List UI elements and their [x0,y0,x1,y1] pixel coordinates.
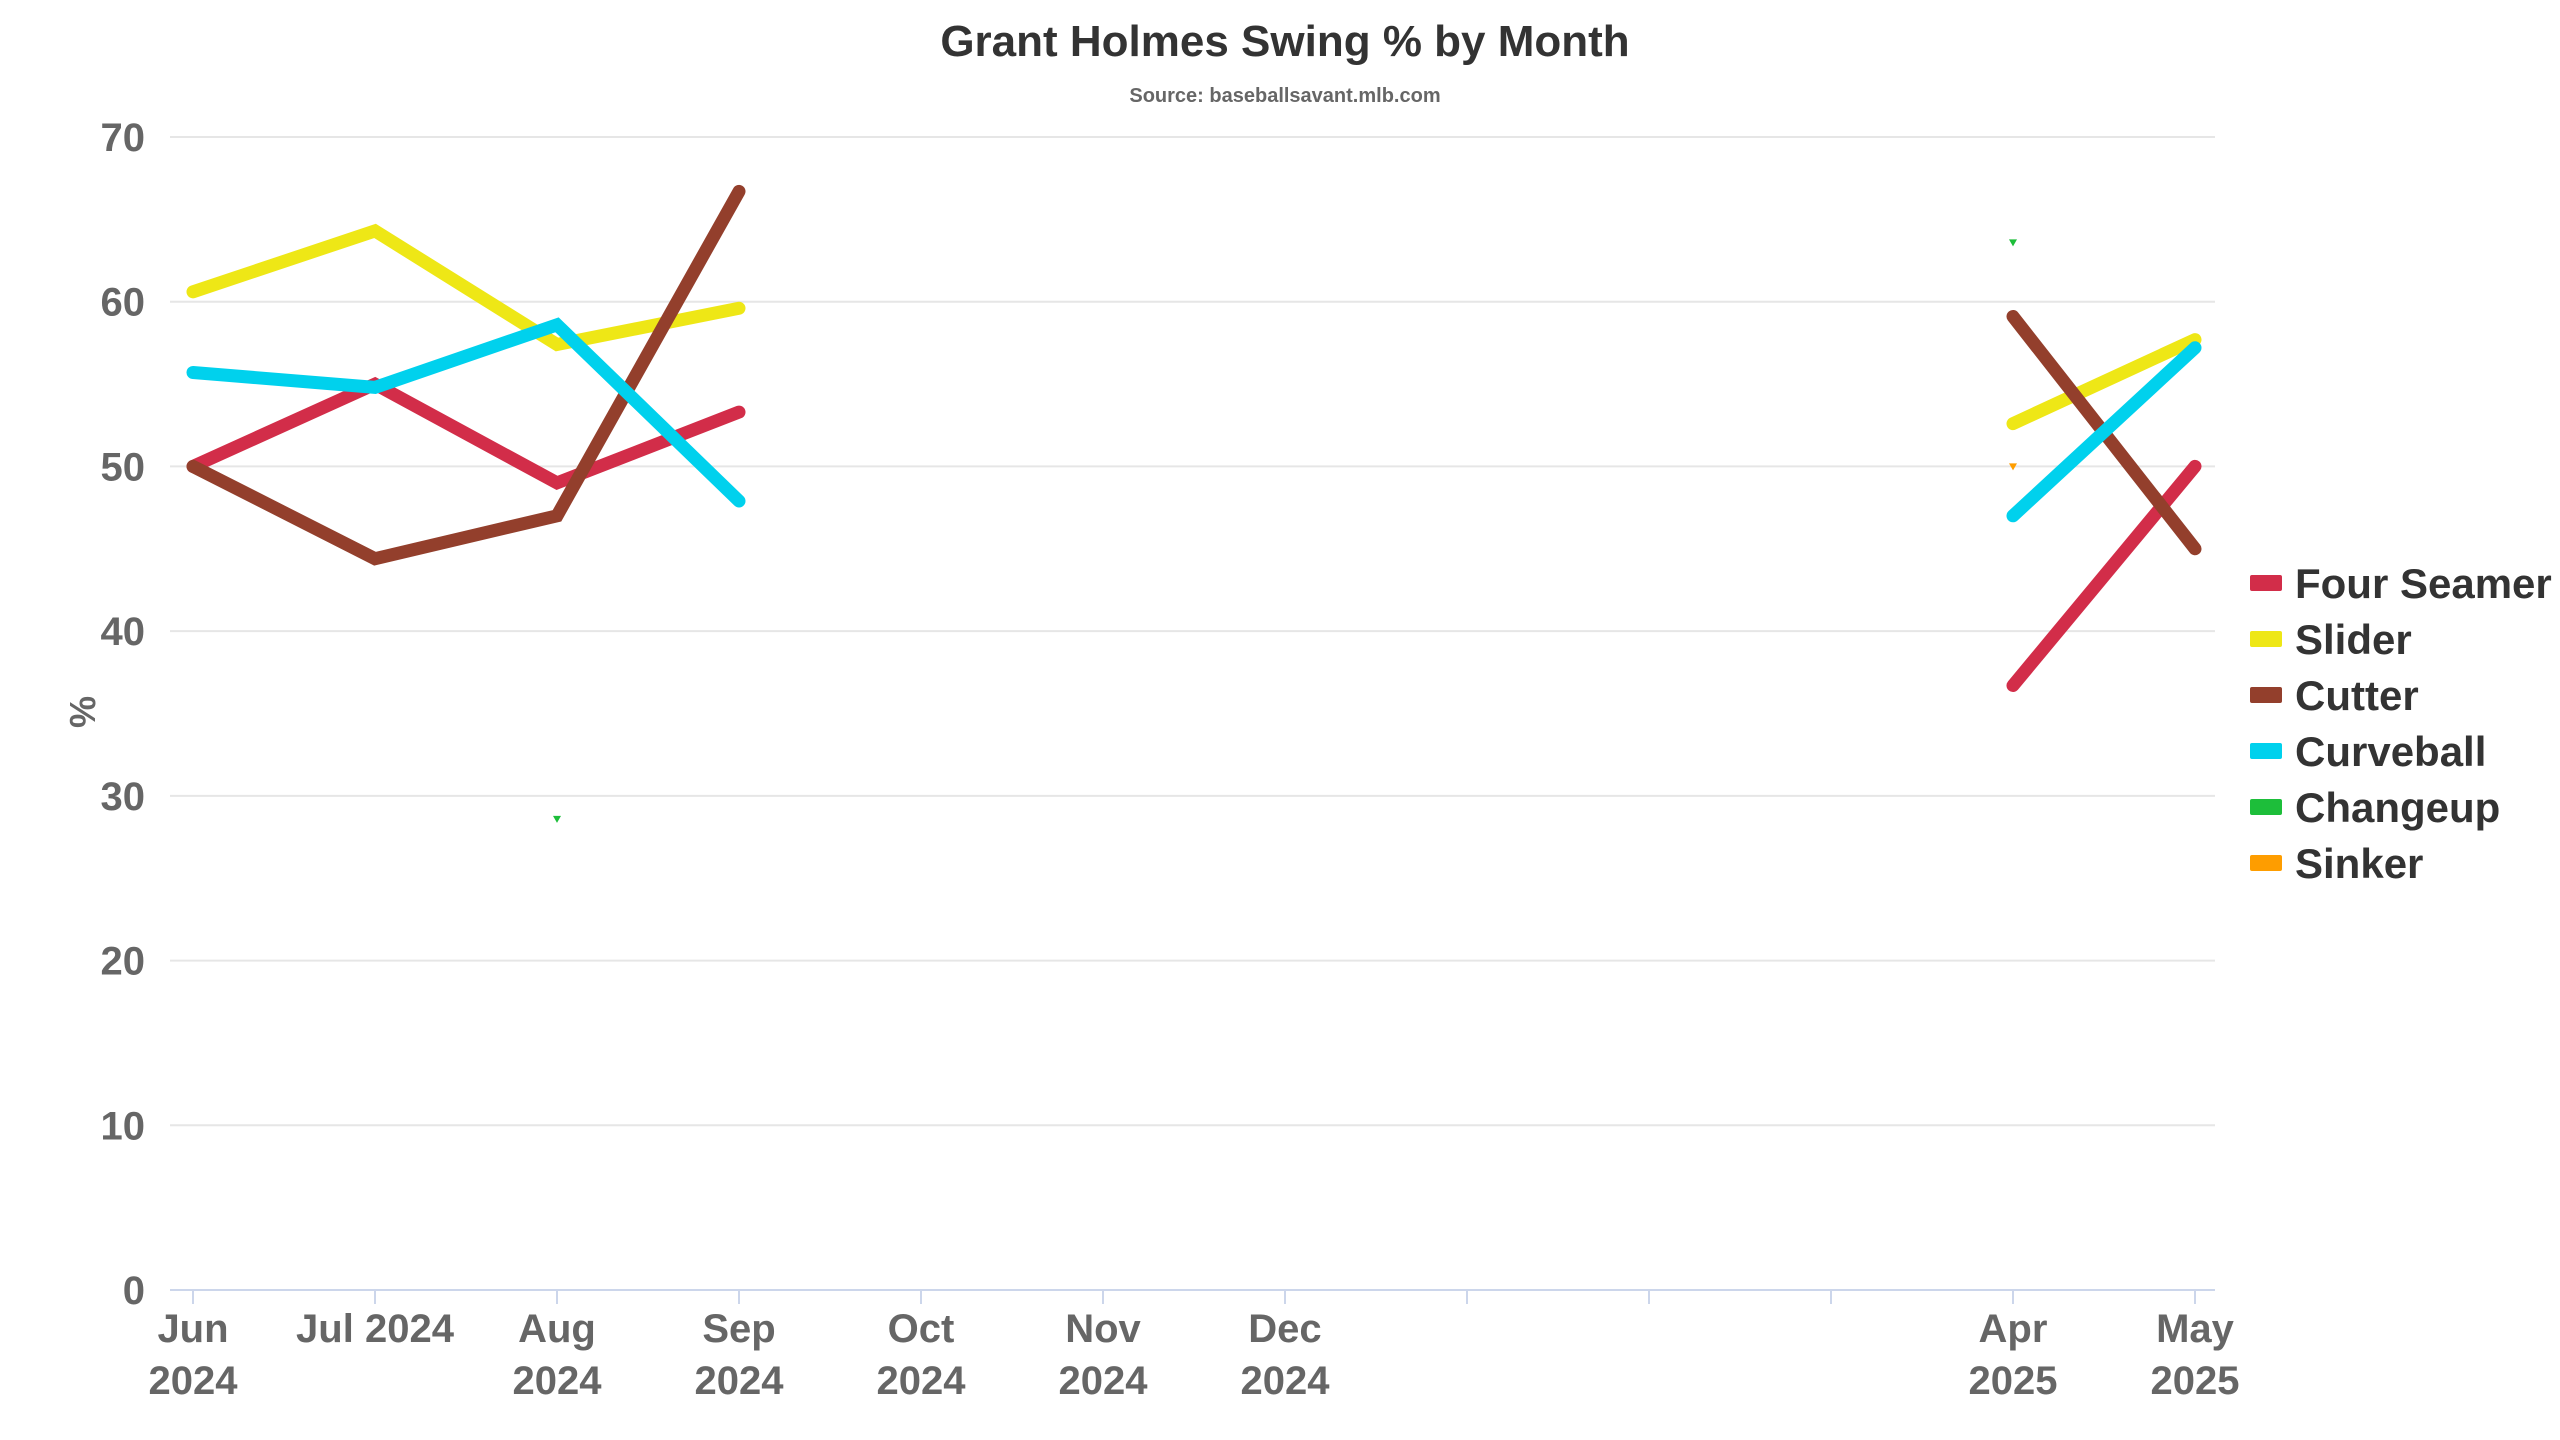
y-tick-label: 50 [101,445,146,489]
x-tick-label: Aug [518,1307,596,1351]
y-tick-label: 30 [101,775,146,819]
legend-label[interactable]: Curveball [2295,728,2486,775]
x-tick-label: 2025 [2151,1359,2240,1403]
x-axis: Jun 2024 Jul 2024 Aug 2024 Sep 2024 Oct 2024 Nov 2… [149,1289,2240,1403]
x-tick-label: Oct [888,1307,955,1351]
x-tick-label: 2024 [149,1359,239,1403]
x-tick-label: 2024 [695,1359,785,1403]
x-tick-label: Nov [1065,1307,1141,1351]
y-tick-label: 0 [123,1269,145,1313]
x-tick-label: Jun [157,1307,228,1351]
x-tick-label: 2024 [1059,1359,1149,1403]
y-tick-label: 10 [101,1104,146,1148]
y-tick-label: 20 [101,940,146,984]
series-line-slider [186,223,746,352]
x-tick-label: Dec [1248,1307,1321,1351]
data-point [2009,239,2017,247]
chart-title: Grant Holmes Swing % by Month [940,17,1629,66]
y-tick-label: 40 [101,610,146,654]
legend-swatch [2250,799,2282,815]
series-line-four-seamer [186,376,746,491]
legend: Four Seamer Slider Cutter Curveball Changeup… [2250,560,2552,887]
legend-swatch [2250,743,2282,759]
x-tick-label: May [2156,1307,2235,1351]
series-lines [186,184,2202,823]
y-tick-label: 70 [101,116,146,160]
y-tick-label: 60 [101,281,146,325]
legend-label[interactable]: Changeup [2295,784,2500,831]
grid-lines [170,136,2215,1127]
legend-label[interactable]: Slider [2295,616,2412,663]
series-line-curveball [186,317,746,508]
data-point [2009,463,2017,471]
x-tick-label: 2024 [513,1359,603,1403]
y-axis-label: % [62,696,103,728]
legend-label[interactable]: Four Seamer [2295,560,2552,607]
x-tick-label: Jul 2024 [296,1307,455,1351]
legend-swatch [2250,575,2282,591]
x-tick-label: 2024 [1241,1359,1331,1403]
legend-swatch [2250,855,2282,871]
x-tick-label: Apr [1979,1307,2048,1351]
chart-subtitle: Source: baseballsavant.mlb.com [1129,85,1440,107]
legend-swatch [2250,631,2282,647]
legend-swatch [2250,687,2282,703]
data-point [553,815,561,823]
x-tick-label: Sep [702,1307,775,1351]
y-axis-ticks: 0 10 20 30 40 50 60 70 [101,116,146,1313]
series-line-slider [2006,333,2202,431]
series-line-cutter [186,184,746,566]
series-line-curveball [2006,341,2202,523]
legend-label[interactable]: Sinker [2295,840,2423,887]
legend-label[interactable]: Cutter [2295,672,2419,719]
x-tick-label: 2025 [1969,1359,2058,1403]
x-tick-label: 2024 [877,1359,967,1403]
